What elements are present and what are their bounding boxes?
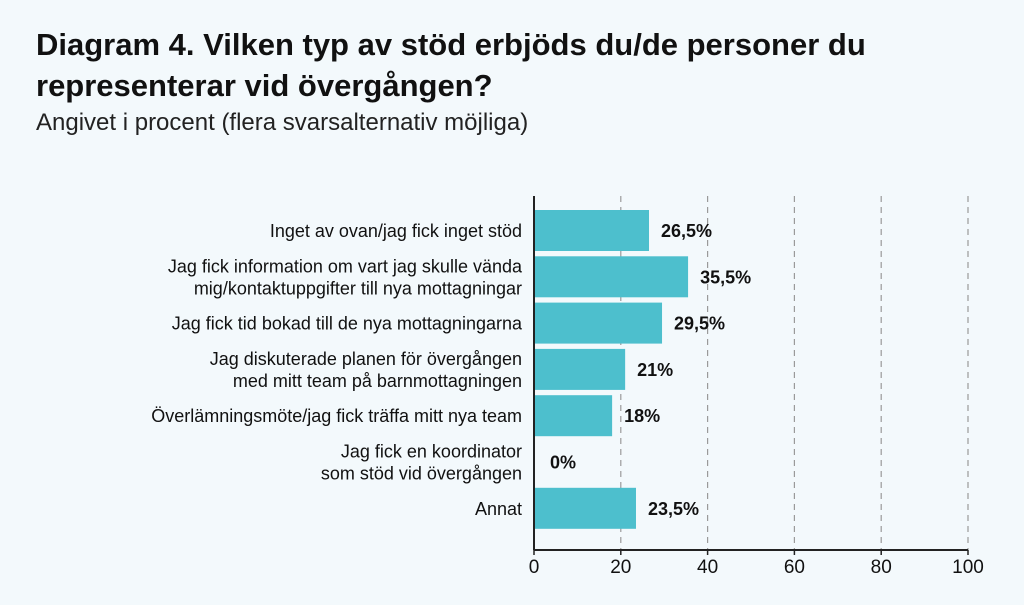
x-tick-label-20: 20 bbox=[610, 557, 631, 578]
category-label-1-line-1: mig/kontaktuppgifter till nya mottagning… bbox=[194, 278, 522, 298]
x-tick-label-40: 40 bbox=[697, 557, 718, 578]
value-label-2: 29,5% bbox=[674, 314, 725, 334]
category-label-4: Överlämningsmöte/jag fick träffa mitt ny… bbox=[151, 406, 522, 426]
category-label-2: Jag fick tid bokad till de nya mottagnin… bbox=[172, 314, 523, 334]
bar-3 bbox=[534, 348, 626, 390]
chart-subtitle: Angivet i procent (flera svarsalternativ… bbox=[36, 109, 529, 136]
category-label-0: Inget av ovan/jag fick inget stöd bbox=[270, 221, 522, 241]
bar-0 bbox=[534, 210, 650, 251]
bar-1 bbox=[534, 256, 689, 298]
category-label-3-line-0: Jag diskuterade planen för övergången bbox=[210, 349, 522, 369]
category-label-5-line-0: Jag fick en koordinator bbox=[341, 442, 522, 462]
x-tick-label-100: 100 bbox=[952, 557, 984, 578]
bar-2 bbox=[534, 302, 663, 344]
value-label-5: 0% bbox=[550, 453, 576, 473]
x-tick-label-60: 60 bbox=[784, 557, 805, 578]
value-label-6: 23,5% bbox=[648, 499, 699, 519]
category-label-1-line-0: Jag fick information om vart jag skulle … bbox=[168, 256, 523, 276]
category-label-6: Annat bbox=[475, 499, 522, 519]
category-label-3-line-1: med mitt team på barnmottagningen bbox=[233, 371, 522, 391]
bar-4 bbox=[534, 395, 613, 437]
value-label-3: 21% bbox=[637, 360, 673, 380]
value-label-4: 18% bbox=[624, 406, 660, 426]
x-tick-label-0: 0 bbox=[529, 557, 540, 578]
chart-title: Diagram 4. Vilken typ av stöd erbjöds du… bbox=[36, 27, 866, 103]
value-label-0: 26,5% bbox=[661, 221, 712, 241]
x-tick-label-80: 80 bbox=[871, 557, 892, 578]
value-label-1: 35,5% bbox=[700, 267, 751, 287]
category-label-5-line-1: som stöd vid övergången bbox=[321, 464, 522, 484]
bar-6 bbox=[534, 487, 636, 529]
